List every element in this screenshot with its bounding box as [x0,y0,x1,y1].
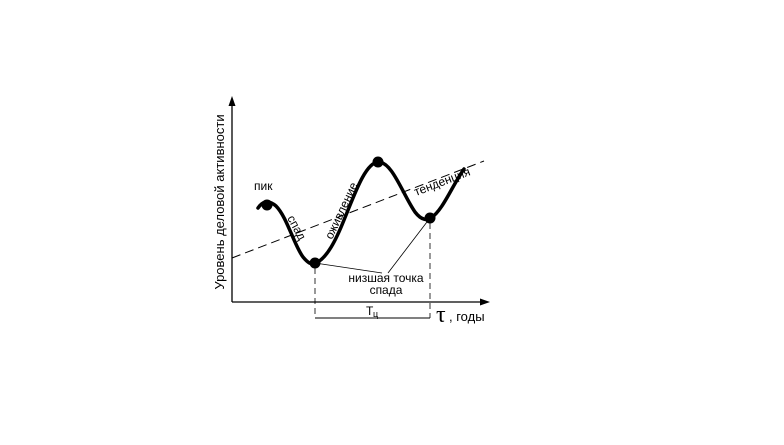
peak-point-2 [372,156,384,168]
x-axis-symbol: τ [436,302,446,328]
trend-label: тенденция [412,165,472,199]
x-axis-arrow [480,298,490,306]
y-axis-label: Уровень деловой активности [212,114,227,289]
y-axis-arrow [228,96,236,106]
cycle-period-subscript: ц [373,309,378,319]
trough-leader-1 [314,262,383,274]
trend-line [231,160,485,259]
peak-label: пик [254,179,273,193]
trough-label-line1: низшая точка [348,271,424,285]
cycle-period-label: T [366,304,374,318]
axes [228,96,490,306]
x-axis-unit: , годы [449,309,485,324]
trough-label-line2: спада [370,283,403,297]
peak-point [261,199,273,211]
trough-leader-2 [387,217,431,274]
